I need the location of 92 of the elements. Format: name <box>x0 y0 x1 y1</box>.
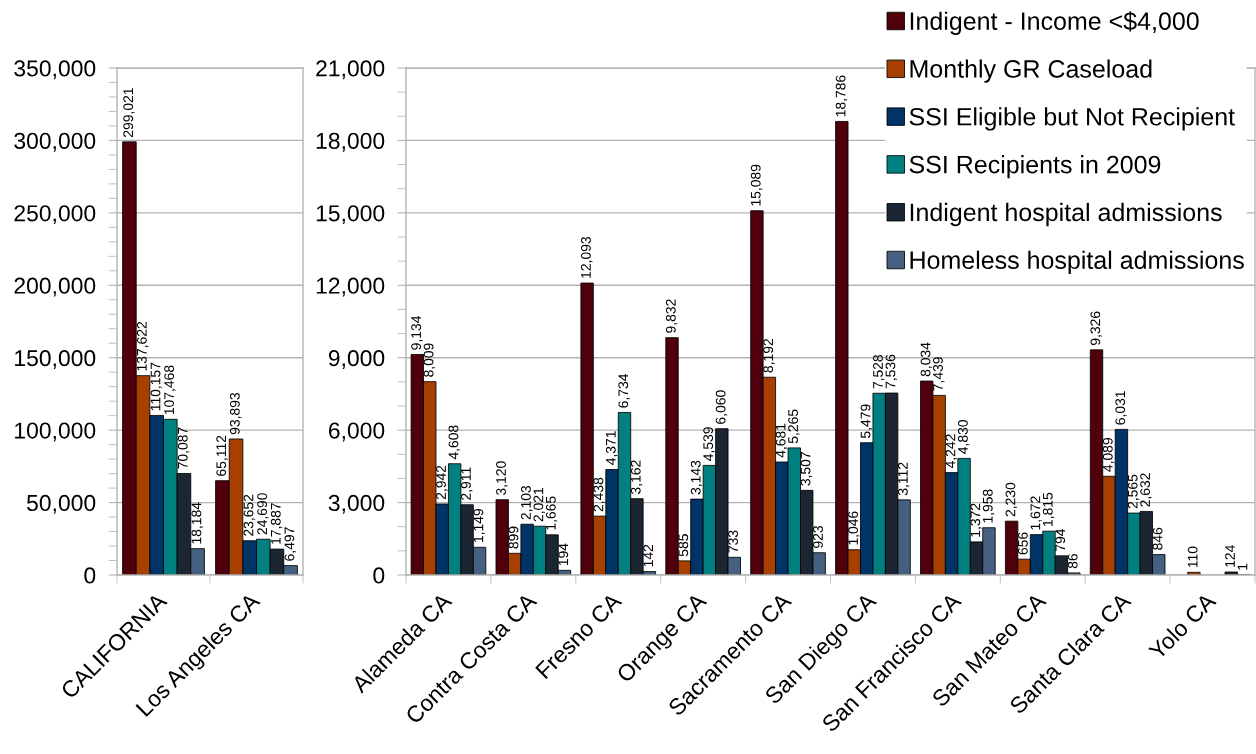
data-label: 656 <box>1017 532 1028 555</box>
data-label: 6,031 <box>1115 391 1127 425</box>
y-tick-label: 100,000 <box>15 422 96 442</box>
data-label: 2,911 <box>461 467 473 500</box>
data-label: 4,681 <box>775 423 788 458</box>
y-tick-label: 250,000 <box>14 205 96 225</box>
data-label: 9,326 <box>1090 311 1102 346</box>
data-label: 1,665 <box>545 496 558 530</box>
data-label: 3,162 <box>630 460 643 494</box>
data-label: 70,087 <box>177 427 190 469</box>
data-label: 1,372 <box>970 503 982 537</box>
data-label: 23,652 <box>243 494 256 536</box>
data-label: 24,690 <box>257 493 269 535</box>
data-label: 8,034 <box>920 342 933 377</box>
y-tick-label: 350,000 <box>14 60 96 80</box>
y-tick-label: 50,000 <box>27 494 96 514</box>
x-tick-label: Yolo CA <box>1147 591 1217 661</box>
data-label: 6,060 <box>715 390 728 424</box>
legend-label: SSI Recipients in 2009 <box>909 155 1161 179</box>
legend-label: Indigent - Income <$4,000 <box>910 11 1199 35</box>
data-label: 110,157 <box>150 362 163 411</box>
data-label: 9,832 <box>665 299 678 333</box>
data-label: 4,371 <box>605 431 618 465</box>
data-label: 4,089 <box>1102 438 1115 472</box>
legend-label: SSI Eligible but Not Recipient <box>909 107 1235 131</box>
data-label: 9,134 <box>411 315 423 350</box>
data-label: 846 <box>1152 527 1163 550</box>
data-label: 299,021 <box>123 88 135 137</box>
data-label: 110 <box>1187 546 1198 568</box>
y-tick-label: 12,000 <box>316 277 385 297</box>
data-label: 65,112 <box>216 435 228 476</box>
data-label: 1,149 <box>473 509 485 543</box>
legend-label: Homeless hospital admissions <box>910 250 1244 274</box>
data-label: 17,887 <box>270 503 283 544</box>
data-label: 2,942 <box>436 465 448 500</box>
data-label: 4,830 <box>957 420 970 454</box>
data-label: 137,622 <box>136 321 149 371</box>
data-label: 1,958 <box>982 489 995 523</box>
legend-label: Monthly GR Caseload <box>910 59 1152 83</box>
y-tick-label: 6,000 <box>328 422 385 442</box>
data-label: 7,439 <box>933 357 945 391</box>
y-tick-label: 0 <box>373 567 385 584</box>
data-label: 923 <box>813 525 823 548</box>
data-label: 86 <box>1067 553 1078 569</box>
data-label: 93,893 <box>229 392 242 435</box>
data-label: 4,608 <box>448 425 461 460</box>
data-label: 3,143 <box>690 460 703 495</box>
data-label: 5,479 <box>860 404 873 438</box>
y-tick-label: 9,000 <box>328 350 385 369</box>
y-tick-label: 150,000 <box>15 350 96 369</box>
data-label: 6,497 <box>284 527 296 561</box>
data-label: 1,672 <box>1030 496 1042 530</box>
data-label: 3,507 <box>800 452 813 486</box>
data-label: 12,093 <box>581 237 593 278</box>
data-label: 124 <box>1225 545 1235 567</box>
legend-label: Indigent hospital admissions <box>910 202 1222 227</box>
y-tick-label: 200,000 <box>14 277 96 297</box>
data-label: 585 <box>678 534 689 557</box>
y-tick-label: 3,000 <box>328 494 385 514</box>
y-tick-label: 300,000 <box>14 132 96 152</box>
data-label: 1,815 <box>1042 492 1055 526</box>
data-label: 2,103 <box>521 485 533 520</box>
data-label: 5,265 <box>788 409 800 444</box>
data-label: 4,539 <box>703 427 715 461</box>
data-label: 899 <box>508 526 519 549</box>
data-label: 1,046 <box>848 511 860 545</box>
data-label: 142 <box>643 544 653 567</box>
data-label: 3,120 <box>496 461 508 495</box>
data-label: 733 <box>728 530 739 553</box>
y-tick-label: 18,000 <box>316 132 385 152</box>
data-label: 15,089 <box>750 164 763 206</box>
data-label: 107,468 <box>164 365 176 415</box>
data-label: 18,786 <box>835 75 848 117</box>
data-label: 2,632 <box>1140 473 1152 507</box>
data-label: 7,528 <box>873 354 885 389</box>
data-label: 2,565 <box>1127 474 1140 509</box>
data-label: 6,734 <box>618 373 630 408</box>
data-label: 4,242 <box>945 434 957 469</box>
data-label: 18,184 <box>191 502 203 544</box>
data-label: 3,112 <box>897 462 910 496</box>
data-label: 2,230 <box>1005 482 1017 517</box>
y-tick-label: 21,000 <box>316 60 385 80</box>
data-label: 8,009 <box>423 343 436 377</box>
y-tick-label: 0 <box>84 567 96 584</box>
y-tick-label: 15,000 <box>316 205 385 225</box>
data-label: 7,536 <box>885 354 897 389</box>
data-label: 794 <box>1055 528 1066 551</box>
data-label: 2,021 <box>533 487 545 522</box>
data-label: 8,192 <box>763 339 775 373</box>
data-label: 194 <box>558 543 569 566</box>
data-label: 1 <box>1237 563 1248 570</box>
data-label: 2,438 <box>593 477 605 512</box>
